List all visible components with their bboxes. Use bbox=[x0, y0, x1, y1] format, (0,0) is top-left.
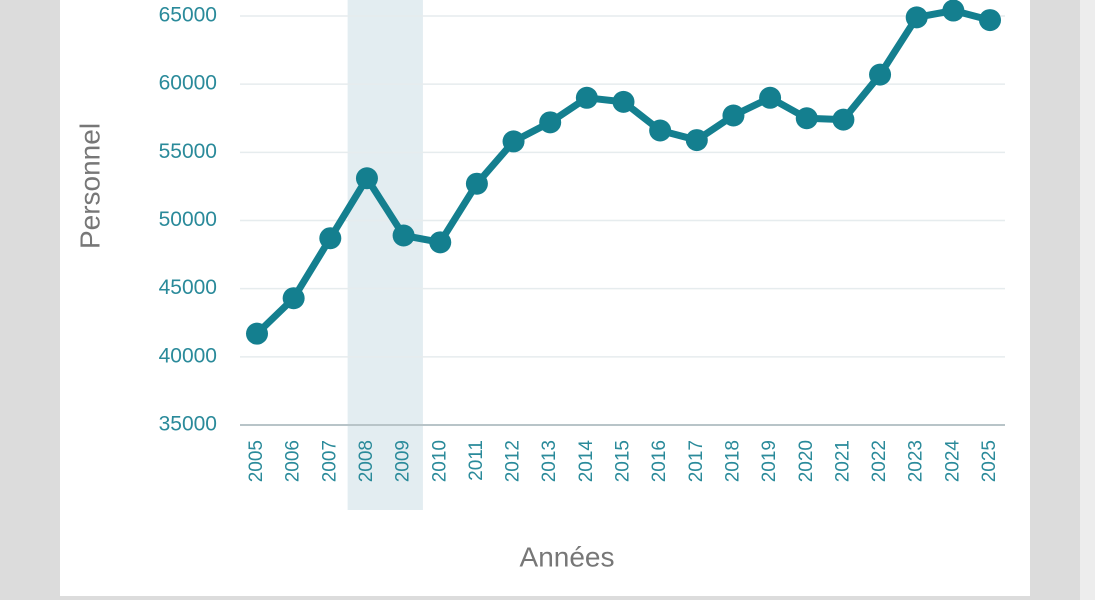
point bbox=[979, 9, 1001, 32]
x-tick-label: 2012 bbox=[503, 440, 524, 482]
y-tick-label: 50000 bbox=[159, 208, 217, 231]
panel bbox=[60, 0, 1030, 596]
x-axis-label: Années bbox=[520, 541, 615, 572]
point bbox=[575, 86, 598, 109]
x-tick-label: 2009 bbox=[393, 440, 414, 482]
point bbox=[355, 167, 378, 190]
point bbox=[759, 86, 782, 109]
x-tick-label: 2016 bbox=[649, 440, 670, 482]
x-tick-label: 2006 bbox=[283, 440, 304, 482]
x-tick-label: 2024 bbox=[942, 440, 963, 483]
x-tick-label: 2020 bbox=[796, 440, 817, 482]
x-tick-label: 2011 bbox=[466, 440, 487, 481]
y-axis-label: Personnel bbox=[74, 123, 105, 249]
y-tick-label: 45000 bbox=[159, 276, 217, 299]
point bbox=[649, 119, 672, 142]
point bbox=[319, 227, 342, 250]
x-tick-label: 2017 bbox=[686, 440, 707, 482]
y-tick-label: 65000 bbox=[159, 4, 217, 27]
point bbox=[832, 108, 855, 131]
x-tick-label: 2023 bbox=[906, 440, 927, 482]
y-tick-label: 35000 bbox=[159, 413, 217, 436]
x-tick-label: 2019 bbox=[759, 440, 780, 482]
point bbox=[869, 63, 892, 86]
point bbox=[429, 231, 452, 254]
point bbox=[685, 129, 708, 152]
point bbox=[392, 224, 415, 247]
x-tick-label: 2008 bbox=[356, 440, 377, 482]
x-tick-label: 2005 bbox=[246, 440, 267, 482]
x-tick-label: 2015 bbox=[613, 440, 634, 482]
point bbox=[612, 90, 635, 113]
x-tick-label: 2025 bbox=[979, 440, 1000, 482]
x-tick-label: 2022 bbox=[869, 440, 890, 482]
point bbox=[539, 111, 562, 134]
point bbox=[722, 104, 745, 127]
x-tick-label: 2021 bbox=[832, 440, 853, 482]
x-tick-label: 2018 bbox=[722, 440, 743, 482]
edge bbox=[1080, 0, 1095, 600]
point bbox=[282, 287, 305, 310]
chart: 35000 40000 45000 50000 55000 60000 65000 2005 2… bbox=[159, 0, 1005, 510]
x-tick-label: 2007 bbox=[319, 440, 340, 482]
y-tick-label: 40000 bbox=[159, 344, 217, 367]
x-tick-label: 2013 bbox=[539, 440, 560, 482]
point bbox=[465, 172, 488, 195]
point bbox=[246, 322, 268, 345]
point bbox=[942, 0, 965, 22]
y-tick-label: 60000 bbox=[159, 72, 217, 95]
point bbox=[502, 130, 525, 153]
highlight-band bbox=[347, 0, 423, 510]
y-tick-label: 55000 bbox=[159, 140, 217, 163]
x-tick-label: 2014 bbox=[576, 440, 597, 483]
x-tick-label: 2010 bbox=[429, 440, 450, 482]
point bbox=[795, 107, 818, 130]
point bbox=[905, 6, 928, 29]
